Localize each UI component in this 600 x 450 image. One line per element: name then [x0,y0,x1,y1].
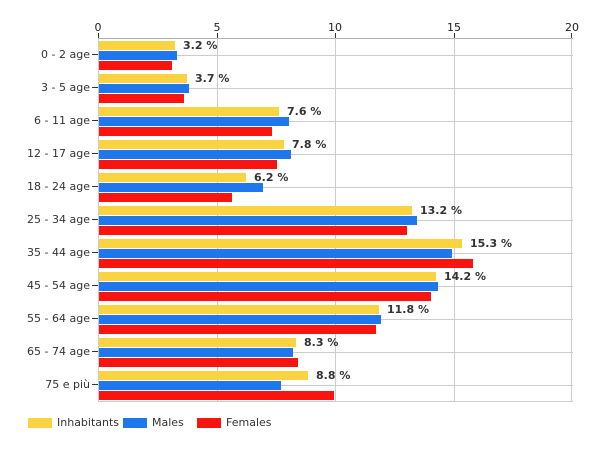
category-label: 18 - 24 age [27,180,90,193]
y-tick-mark [92,54,98,55]
bar-inhabitants [99,239,462,248]
category-label: 25 - 34 age [27,213,90,226]
category-label: 6 - 11 age [34,114,90,127]
bar-males [99,249,452,258]
bar-inhabitants [99,173,246,182]
bar-inhabitants [99,74,187,83]
legend-label: Females [226,416,272,429]
bar-females [99,193,232,202]
bar-inhabitants [99,41,175,50]
bar-males [99,282,438,291]
horizontal-gridline [98,121,573,122]
bar-inhabitants [99,272,436,281]
legend-swatch-females-icon [197,418,221,428]
y-tick-mark [92,87,98,88]
category-label: 0 - 2 age [41,48,90,61]
category-label: 12 - 17 age [27,147,90,160]
bar-inhabitants [99,338,296,347]
category-label: 45 - 54 age [27,279,90,292]
bar-inhabitants [99,305,379,314]
bar-females [99,61,172,70]
legend-label: Males [152,416,184,429]
horizontal-gridline [98,154,573,155]
x-tick-label: 0 [94,21,102,34]
y-tick-mark [92,384,98,385]
x-tick-mark [335,33,336,38]
y-tick-mark [92,252,98,253]
horizontal-gridline [98,187,573,188]
bar-males [99,51,177,60]
y-tick-mark [92,351,98,352]
category-label: 75 e più [45,378,90,391]
legend-item-females: Females [197,416,272,430]
legend-label: Inhabitants [57,416,120,429]
bar-value-label: 15.3 % [470,237,512,250]
horizontal-gridline [98,385,573,386]
x-tick-label: 20 [565,21,579,34]
bar-females [99,358,298,367]
x-tick-label: 5 [213,21,221,34]
bar-males [99,183,263,192]
bar-females [99,94,184,103]
plot-area: 3.2 % 3.7 % 7.6 % 7.8 % 6.2 % 13.2 % 15.3 % 14.… [98,38,573,402]
x-tick-label: 10 [328,21,342,34]
bar-inhabitants [99,140,284,149]
bar-value-label: 13.2 % [420,204,462,217]
category-label: 3 - 5 age [41,81,90,94]
bar-value-label: 6.2 % [254,171,289,184]
bar-females [99,325,376,334]
bar-value-label: 3.2 % [183,39,218,52]
legend-swatch-inhabitants-icon [28,418,52,428]
x-tick-mark [217,33,218,38]
horizontal-gridline [98,55,573,56]
bar-males [99,381,281,390]
bar-males [99,84,189,93]
y-tick-mark [92,219,98,220]
x-tick-mark [454,33,455,38]
bar-males [99,150,291,159]
legend-item-inhabitants: Inhabitants [28,416,119,430]
category-label: 35 - 44 age [27,246,90,259]
category-label: 65 - 74 age [27,345,90,358]
y-tick-mark [92,285,98,286]
bar-females [99,292,431,301]
bar-value-label: 3.7 % [195,72,230,85]
bar-males [99,216,417,225]
bar-females [99,127,272,136]
x-tick-mark [571,33,572,38]
legend-swatch-males-icon [123,418,147,428]
bar-inhabitants [99,107,279,116]
bar-females [99,160,277,169]
bar-females [99,259,473,268]
y-tick-mark [92,153,98,154]
bar-value-label: 8.8 % [316,369,351,382]
bar-males [99,348,293,357]
legend-item-males: Males [123,416,184,430]
bar-females [99,391,334,400]
x-tick-label: 15 [447,21,461,34]
horizontal-gridline [98,352,573,353]
bar-value-label: 14.2 % [444,270,486,283]
bar-inhabitants [99,371,308,380]
y-tick-mark [92,318,98,319]
y-tick-mark [92,120,98,121]
legend: Inhabitants Males Females [0,416,600,432]
category-label: 55 - 64 age [27,312,90,325]
bar-inhabitants [99,206,412,215]
bar-males [99,315,381,324]
bar-value-label: 11.8 % [387,303,429,316]
bar-males [99,117,289,126]
x-tick-mark [98,33,99,38]
y-tick-mark [92,186,98,187]
bar-value-label: 8.3 % [304,336,339,349]
horizontal-gridline [98,88,573,89]
bar-value-label: 7.6 % [287,105,322,118]
bar-females [99,226,407,235]
bar-value-label: 7.8 % [292,138,327,151]
